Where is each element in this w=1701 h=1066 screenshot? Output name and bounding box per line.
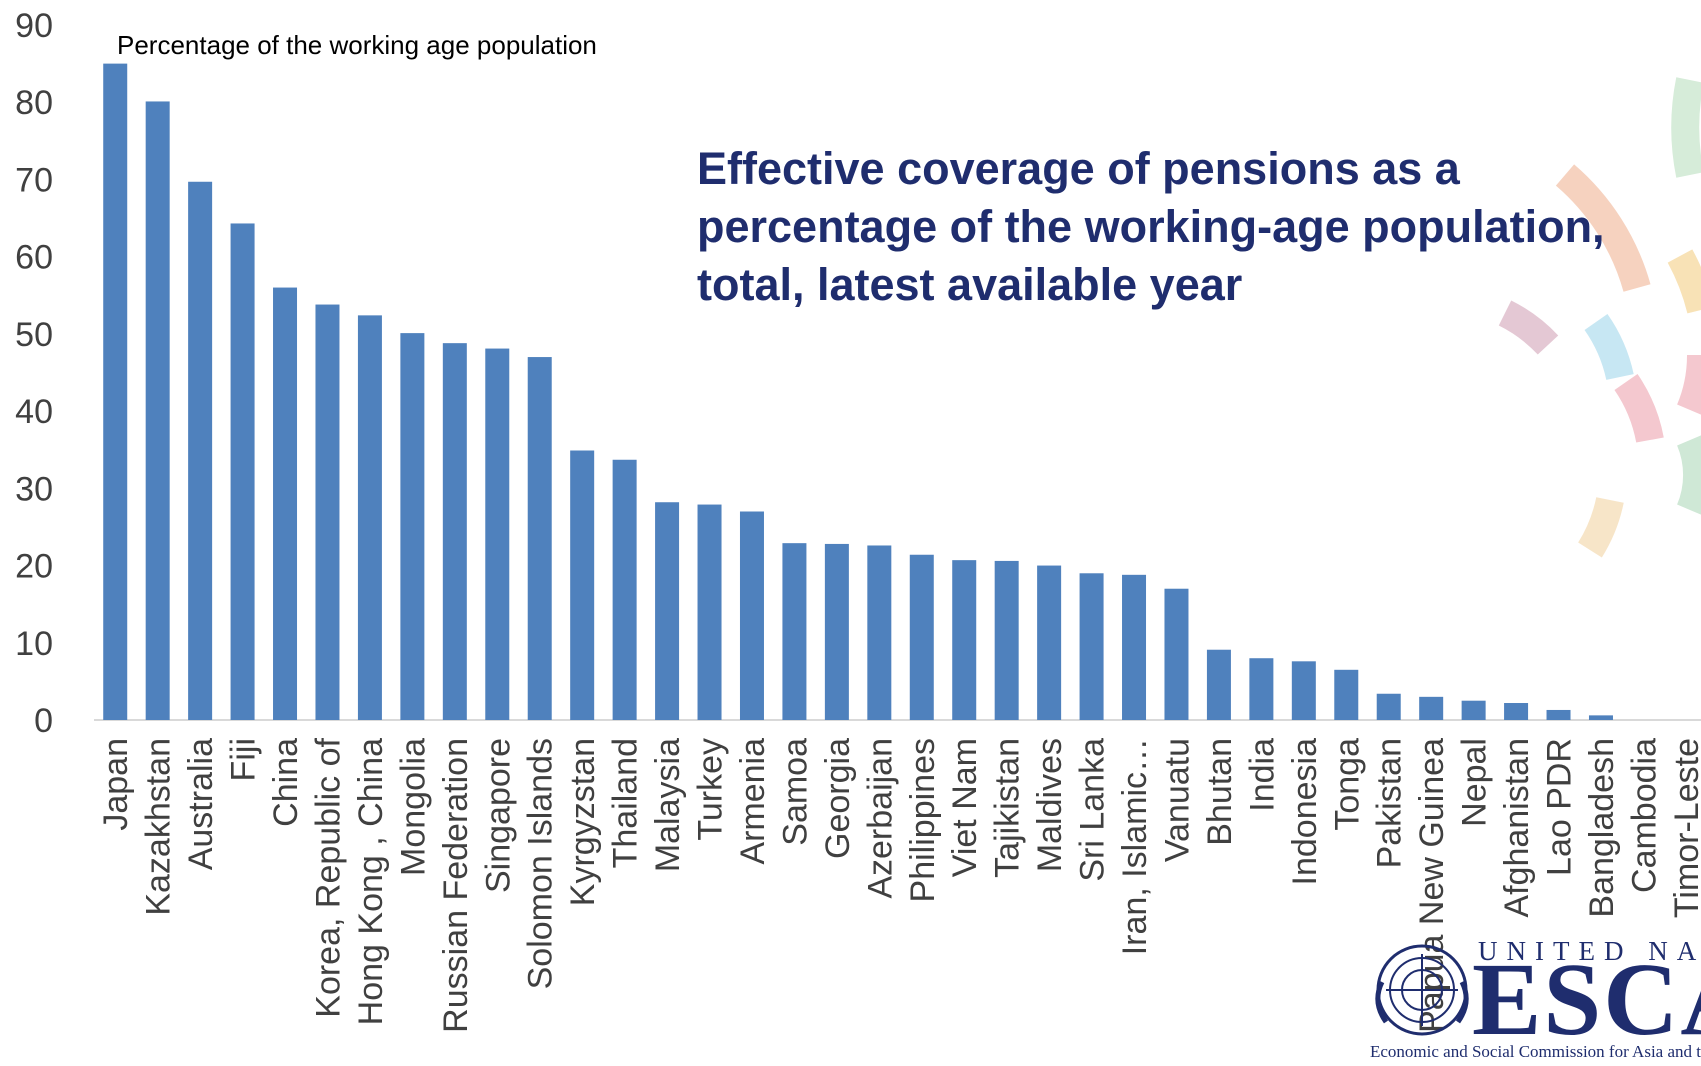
y-axis: 0 10 20 30 40 50 60 70 80 90 bbox=[15, 7, 53, 740]
x-tick-label: Afghanistan bbox=[1498, 738, 1536, 918]
x-tick-label: Japan bbox=[97, 738, 135, 831]
bar bbox=[739, 511, 764, 720]
chart-title-line: percentage of the working-age population… bbox=[697, 201, 1605, 252]
bar bbox=[1461, 700, 1486, 720]
x-tick-label: Singapore bbox=[479, 738, 517, 893]
logo-escap-text: ESCAP bbox=[1472, 942, 1701, 1057]
x-tick-label: Kazakhstan bbox=[140, 738, 178, 916]
chart-title-line: total, latest available year bbox=[697, 259, 1243, 310]
x-tick-label: Indonesia bbox=[1286, 738, 1324, 886]
x-axis: Japan Kazakhstan Australia Fiji China Korea, … bbox=[97, 737, 1701, 1032]
y-tick-label: 30 bbox=[15, 470, 53, 508]
bar bbox=[1546, 709, 1571, 720]
bar bbox=[485, 348, 510, 720]
bar bbox=[527, 357, 552, 720]
x-tick-label: Lao PDR bbox=[1541, 738, 1579, 876]
x-tick-label: Iran, Islamic… bbox=[1116, 738, 1154, 955]
x-tick-label: Thailand bbox=[607, 738, 645, 868]
x-tick-label: Samoa bbox=[776, 738, 814, 846]
bar bbox=[1079, 573, 1104, 720]
bar bbox=[1037, 565, 1062, 720]
bar bbox=[1376, 693, 1401, 720]
x-tick-label: Sri Lanka bbox=[1074, 738, 1112, 882]
y-tick-label: 70 bbox=[15, 161, 53, 199]
x-tick-label: Nepal bbox=[1456, 738, 1494, 827]
x-tick-label: Korea, Republic of bbox=[309, 737, 347, 1017]
chart-title-line: Effective coverage of pensions as a bbox=[697, 143, 1460, 194]
bar bbox=[315, 304, 340, 720]
y-tick-label: 90 bbox=[15, 7, 53, 45]
x-tick-label: Viet Nam bbox=[946, 738, 984, 877]
bar bbox=[1291, 661, 1316, 720]
x-tick-label: Bangladesh bbox=[1583, 738, 1621, 918]
bar bbox=[1164, 588, 1189, 720]
x-tick-label: China bbox=[267, 738, 305, 827]
logo-full-name-text: Economic and Social Commission for Asia … bbox=[1370, 1042, 1701, 1061]
x-tick-label: Kyrgyzstan bbox=[564, 738, 602, 906]
x-tick-label: India bbox=[1243, 738, 1281, 812]
x-tick-label: Malaysia bbox=[649, 738, 687, 872]
bar bbox=[1206, 649, 1231, 720]
x-tick-label: Bhutan bbox=[1201, 738, 1239, 846]
bar bbox=[994, 560, 1019, 720]
bar bbox=[1334, 669, 1359, 720]
x-tick-label: Azerbaijan bbox=[861, 738, 899, 899]
bar bbox=[442, 343, 467, 720]
bar bbox=[1122, 574, 1147, 720]
bar bbox=[1504, 703, 1529, 720]
x-tick-label: Solomon Islands bbox=[522, 738, 560, 989]
bar bbox=[612, 459, 637, 720]
x-tick-label: Australia bbox=[182, 738, 220, 870]
bar bbox=[357, 315, 382, 720]
x-tick-label: Armenia bbox=[734, 738, 772, 865]
bar bbox=[952, 560, 977, 720]
y-tick-label: 50 bbox=[15, 316, 53, 354]
bar bbox=[824, 543, 849, 720]
bar bbox=[1419, 696, 1444, 720]
y-tick-label: 60 bbox=[15, 239, 53, 277]
x-tick-label: Fiji bbox=[225, 738, 263, 781]
y-tick-label: 20 bbox=[15, 548, 53, 586]
x-tick-label: Timor-Leste bbox=[1668, 738, 1701, 918]
x-tick-label: Cambodia bbox=[1625, 738, 1663, 893]
x-tick-label: Papua New Guinea bbox=[1413, 738, 1451, 1033]
bar bbox=[400, 333, 425, 720]
bar bbox=[867, 545, 892, 720]
x-tick-label: Georgia bbox=[819, 738, 857, 859]
x-tick-label: Turkey bbox=[692, 738, 730, 841]
bar bbox=[188, 181, 213, 720]
x-tick-label: Russian Federation bbox=[437, 738, 475, 1033]
chart-title: Effective coverage of pensions as a perc… bbox=[697, 140, 1697, 314]
bar bbox=[145, 101, 170, 720]
bar bbox=[909, 554, 934, 720]
y-tick-label: 80 bbox=[15, 84, 53, 122]
escap-logo: UNITED NATIONS ESCAP Economic and Social… bbox=[1368, 936, 1701, 1066]
x-tick-label: Philippines bbox=[904, 738, 942, 902]
y-tick-label: 40 bbox=[15, 393, 53, 431]
bar bbox=[697, 504, 722, 720]
chart-subtitle: Percentage of the working age population bbox=[117, 30, 597, 60]
y-tick-label: 0 bbox=[34, 702, 53, 740]
bar bbox=[273, 287, 298, 720]
logo-united-nations-text: UNITED NATIONS bbox=[1478, 936, 1701, 966]
y-tick-label: 10 bbox=[15, 625, 53, 663]
bar bbox=[1249, 658, 1274, 720]
bar bbox=[782, 543, 807, 720]
x-tick-label: Tajikistan bbox=[989, 738, 1027, 878]
x-tick-label: Pakistan bbox=[1371, 738, 1409, 868]
x-tick-label: Mongolia bbox=[394, 738, 432, 876]
x-tick-label: Hong Kong , China bbox=[352, 738, 390, 1025]
x-tick-label: Maldives bbox=[1031, 738, 1069, 872]
bar bbox=[570, 450, 595, 720]
bar bbox=[1588, 715, 1613, 720]
x-tick-label: Tonga bbox=[1328, 738, 1366, 831]
bar bbox=[230, 223, 255, 720]
bar bbox=[103, 63, 128, 721]
bars bbox=[103, 63, 1613, 721]
un-emblem-icon bbox=[1375, 944, 1469, 1036]
x-tick-label: Vanuatu bbox=[1158, 738, 1196, 862]
bar bbox=[655, 502, 680, 720]
